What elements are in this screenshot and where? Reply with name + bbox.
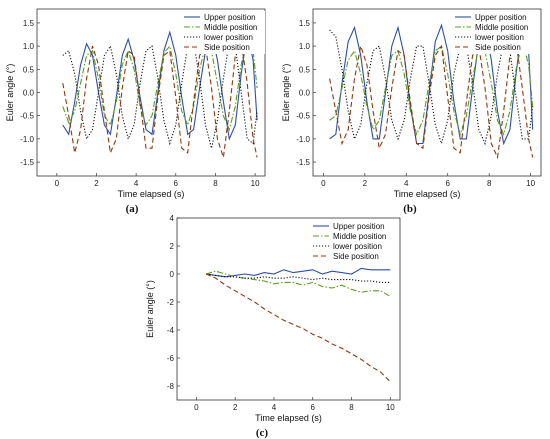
y-tick-label: 0 xyxy=(170,270,175,279)
x-tick-label: 4 xyxy=(134,179,139,188)
x-axis-label: Time elapsed (s) xyxy=(118,189,185,199)
x-tick-label: 0 xyxy=(321,179,326,188)
y-tick-label: 0.5 xyxy=(23,65,35,74)
x-tick-label: 10 xyxy=(386,403,395,412)
series-line-middle-position xyxy=(329,41,534,137)
x-tick-label: 4 xyxy=(404,179,409,188)
series-line-lower-position xyxy=(62,40,258,149)
legend-entry-label: Middle position xyxy=(475,23,528,32)
chart-panel-b: 0 2 4 6 8 10 -1.5 -1.0 -0.5 0.0 0.5 1.0 1.5 Time elap… xyxy=(281,8,542,215)
legend-entry-label: Side position xyxy=(475,43,521,52)
series-line-middle-position xyxy=(205,270,391,297)
series-line-side-position xyxy=(329,39,534,160)
panel-label: (c) xyxy=(256,427,269,439)
y-axis-label: Euler angle (°) xyxy=(281,64,291,122)
x-tick-label: 8 xyxy=(213,179,218,188)
y-tick-label: -1.0 xyxy=(20,135,34,144)
series-line-side-position xyxy=(205,273,391,383)
chart-panel-a: 0 2 4 6 8 10 -1.5 -1.0 -0.5 0.0 0.5 1.0 1.5 Time elap… xyxy=(5,8,266,215)
y-tick-label: 0.0 xyxy=(299,89,311,98)
x-tick-label: 2 xyxy=(94,179,99,188)
x-tick-label: 2 xyxy=(233,403,238,412)
series-line-lower-position xyxy=(329,29,534,146)
legend-entry-label: Upper position xyxy=(204,13,256,22)
series-line-lower-position xyxy=(206,273,391,283)
y-tick-label: 1.0 xyxy=(23,42,35,51)
x-tick-label: 6 xyxy=(174,179,179,188)
y-tick-label: 0.0 xyxy=(23,89,35,98)
x-tick-label: 0 xyxy=(55,179,60,188)
y-tick-label: 1.5 xyxy=(299,19,311,28)
x-tick-label: 8 xyxy=(349,403,354,412)
panel-label: (a) xyxy=(126,203,139,215)
y-tick-label: -2 xyxy=(167,298,175,307)
y-tick-label: -0.5 xyxy=(296,112,310,121)
x-axis-label: Time elapsed (s) xyxy=(255,413,322,423)
legend-entry-label: Middle position xyxy=(204,23,257,32)
y-tick-label: -1.5 xyxy=(20,158,34,167)
y-tick-label: -8 xyxy=(167,382,175,391)
legend-entry-label: lower position xyxy=(333,242,382,251)
legend-entry-label: Upper position xyxy=(333,222,385,231)
x-tick-label: 10 xyxy=(251,179,260,188)
legend-entry-label: Upper position xyxy=(475,13,527,22)
y-tick-label: 1.0 xyxy=(299,42,311,51)
plot-frame xyxy=(176,217,401,401)
y-tick-label: 4 xyxy=(170,214,175,223)
x-axis-label: Time elapsed (s) xyxy=(394,189,461,199)
series-line-upper-position xyxy=(206,267,391,278)
y-axis-label: Euler angle (°) xyxy=(5,64,15,122)
panel-label: (b) xyxy=(403,203,417,215)
x-tick-label: 6 xyxy=(446,179,451,188)
x-tick-label: 6 xyxy=(311,403,316,412)
x-tick-label: 10 xyxy=(526,179,535,188)
legend-entry-label: Middle position xyxy=(333,232,386,241)
series-line-upper-position xyxy=(62,30,258,141)
y-tick-label: -6 xyxy=(167,354,175,363)
y-tick-label: -1.5 xyxy=(296,158,310,167)
x-tick-label: 2 xyxy=(363,179,368,188)
x-tick-label: 4 xyxy=(272,403,277,412)
series-line-side-position xyxy=(62,39,258,158)
y-tick-label: 1.5 xyxy=(23,19,35,28)
legend-entry-label: Side position xyxy=(333,252,379,261)
y-tick-label: -1.0 xyxy=(296,135,310,144)
y-tick-label: -0.5 xyxy=(20,112,34,121)
x-tick-label: 0 xyxy=(194,403,199,412)
y-tick-label: -4 xyxy=(167,326,175,335)
x-tick-label: 8 xyxy=(487,179,492,188)
y-tick-label: 0.5 xyxy=(299,65,311,74)
series-line-middle-position xyxy=(62,34,258,132)
y-axis-label: Euler angle (°) xyxy=(145,280,155,338)
legend-entry-label: lower position xyxy=(204,33,253,42)
legend-entry-label: Side position xyxy=(204,43,250,52)
y-tick-label: 2 xyxy=(170,242,175,251)
legend-entry-label: lower position xyxy=(475,33,524,42)
